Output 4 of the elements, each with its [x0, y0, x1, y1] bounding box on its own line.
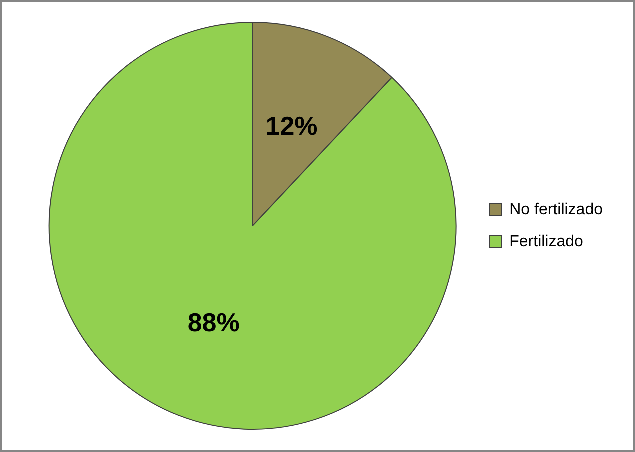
data-label: 88% — [188, 308, 240, 338]
data-label: 12% — [266, 110, 318, 141]
legend-label: No fertilizado — [510, 201, 604, 218]
legend-label: Fertilizado — [510, 233, 584, 250]
